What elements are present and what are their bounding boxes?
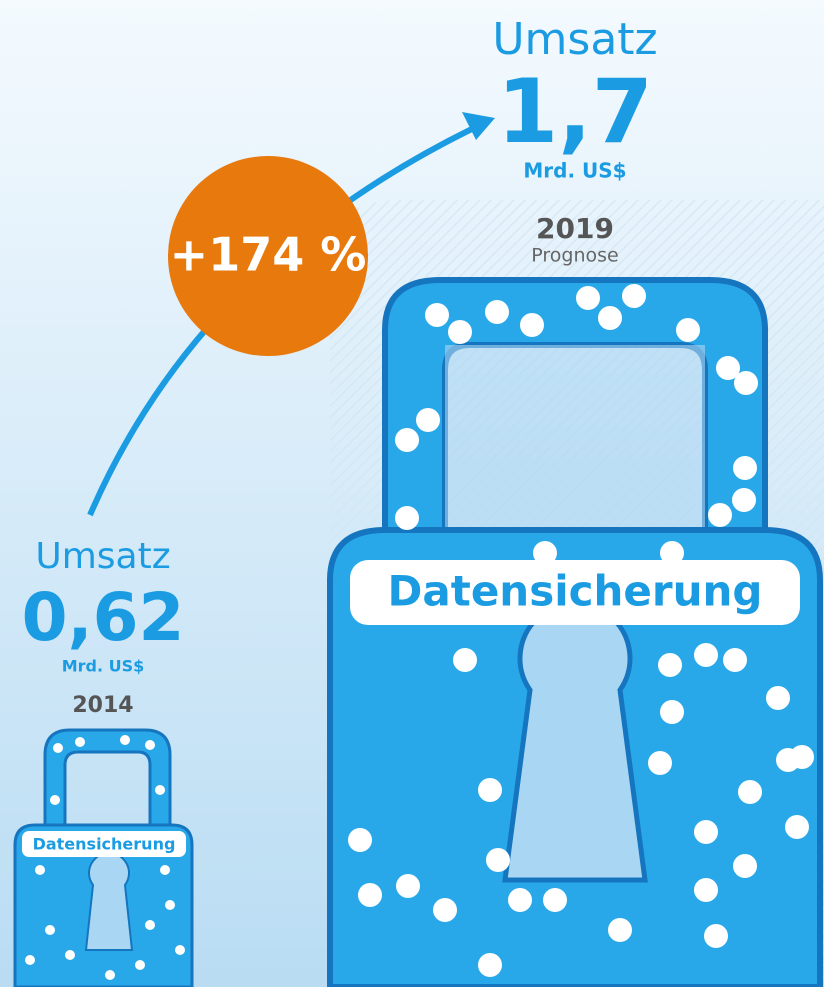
circuit-dot xyxy=(790,745,814,769)
circuit-dot xyxy=(766,686,790,710)
circuit-dot xyxy=(453,648,477,672)
circuit-dot xyxy=(734,371,758,395)
circuit-dot xyxy=(533,541,557,565)
circuit-dot xyxy=(694,878,718,902)
unit: Mrd. US$ xyxy=(523,159,626,183)
circuit-dot xyxy=(75,737,85,747)
circuit-dot xyxy=(676,318,700,342)
circuit-dot xyxy=(598,306,622,330)
circuit-dot xyxy=(694,643,718,667)
circuit-dot xyxy=(50,795,60,805)
circuit-dot xyxy=(25,955,35,965)
circuit-dot xyxy=(733,456,757,480)
circuit-dot xyxy=(704,924,728,948)
circuit-dot xyxy=(694,820,718,844)
label: Umsatz xyxy=(492,14,657,65)
circuit-dot xyxy=(660,700,684,724)
growth-text: +174 % xyxy=(170,228,367,282)
circuit-dot xyxy=(608,918,632,942)
circuit-dot xyxy=(175,945,185,955)
circuit-dot xyxy=(145,920,155,930)
circuit-dot xyxy=(145,740,155,750)
big-lock: Datensicherung xyxy=(327,277,823,987)
circuit-dot xyxy=(543,888,567,912)
circuit-dot xyxy=(485,300,509,324)
circuit-dot xyxy=(733,854,757,878)
small-lock: Datensicherung xyxy=(13,728,194,987)
value: 1,7 xyxy=(497,60,653,163)
circuit-dot xyxy=(622,284,646,308)
circuit-dot xyxy=(35,865,45,875)
circuit-dot xyxy=(65,950,75,960)
arrow-head xyxy=(462,112,495,140)
year: 2019 xyxy=(536,212,614,245)
circuit-dot xyxy=(120,735,130,745)
growth-badge xyxy=(168,156,368,356)
circuit-dot xyxy=(448,320,472,344)
circuit-dot xyxy=(738,780,762,804)
note: Prognose xyxy=(531,245,618,267)
value: 0,62 xyxy=(22,579,185,656)
lock-label: Datensicherung xyxy=(33,835,176,854)
circuit-dot xyxy=(732,488,756,512)
circuit-dot xyxy=(45,925,55,935)
circuit-dot xyxy=(716,356,740,380)
circuit-dot xyxy=(135,960,145,970)
label: Umsatz xyxy=(35,536,170,577)
circuit-dot xyxy=(53,743,63,753)
unit: Mrd. US$ xyxy=(62,657,145,676)
circuit-dot xyxy=(425,303,449,327)
circuit-dot xyxy=(576,286,600,310)
circuit-dot xyxy=(785,815,809,839)
circuit-dot xyxy=(396,874,420,898)
circuit-dot xyxy=(660,541,684,565)
circuit-dot xyxy=(165,900,175,910)
circuit-dot xyxy=(155,785,165,795)
circuit-dot xyxy=(433,898,457,922)
circuit-dot xyxy=(708,503,732,527)
circuit-dot xyxy=(358,883,382,907)
year: 2014 xyxy=(72,693,133,718)
circuit-dot xyxy=(105,970,115,980)
circuit-dot xyxy=(160,865,170,875)
circuit-dot xyxy=(520,313,544,337)
circuit-dot xyxy=(416,408,440,432)
circuit-dot xyxy=(723,648,747,672)
circuit-dot xyxy=(478,953,502,977)
circuit-dot xyxy=(508,888,532,912)
circuit-dot xyxy=(648,751,672,775)
circuit-dot xyxy=(395,428,419,452)
circuit-dot xyxy=(348,828,372,852)
circuit-dot xyxy=(478,778,502,802)
circuit-dot xyxy=(395,506,419,530)
circuit-dot xyxy=(658,653,682,677)
circuit-dot xyxy=(486,848,510,872)
lock-label: Datensicherung xyxy=(388,567,763,616)
